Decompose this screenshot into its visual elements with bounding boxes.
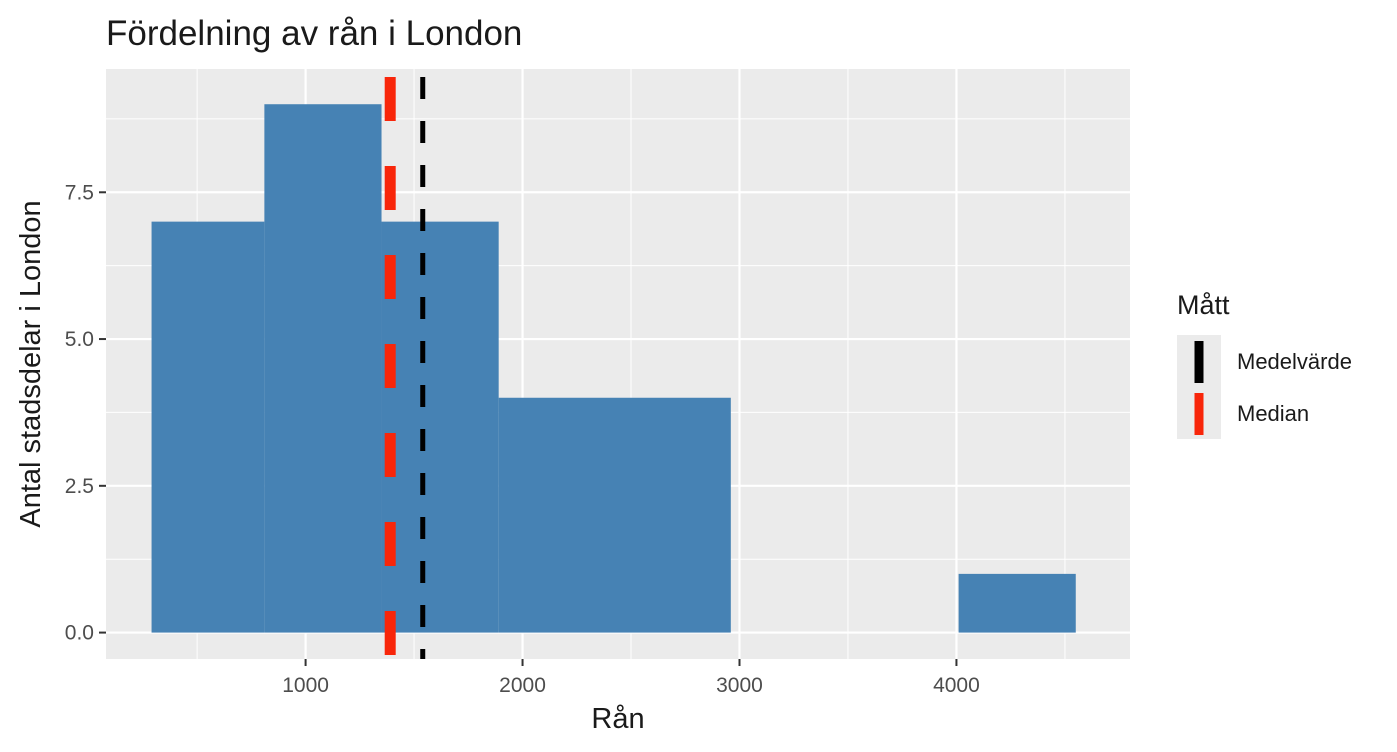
y-tick-label: 0.0 [65, 622, 94, 645]
histogram-bar-6 [958, 573, 1076, 633]
legend: Mått Medelvärde Median [1177, 290, 1352, 439]
histogram-bar-1 [151, 221, 265, 633]
histogram-bar-4 [498, 397, 731, 633]
x-axis: 1000 2000 3000 4000 [282, 659, 980, 697]
x-tick-label: 4000 [933, 674, 980, 697]
x-tick-label: 3000 [716, 674, 763, 697]
histogram-bars [151, 104, 1076, 633]
x-tick-label: 1000 [282, 674, 329, 697]
x-tick-label: 2000 [499, 674, 546, 697]
y-axis: 0.0 2.5 5.0 7.5 [65, 181, 106, 645]
chart-title: Fördelning av rån i London [106, 14, 522, 53]
reference-lines [384, 77, 426, 659]
legend-label: Median [1237, 401, 1309, 426]
y-tick-label: 7.5 [65, 181, 94, 204]
y-tick-label: 5.0 [65, 328, 94, 351]
histogram-bar-3 [381, 221, 499, 633]
x-axis-title: Rån [591, 703, 644, 735]
legend-label: Medelvärde [1237, 349, 1352, 374]
y-axis-title: Antal stadsdelar i London [15, 200, 47, 527]
legend-keys: Medelvärde Median [1177, 335, 1352, 439]
legend-title: Mått [1177, 290, 1230, 320]
histogram-bar-2 [264, 104, 382, 633]
y-tick-label: 2.5 [65, 475, 94, 498]
